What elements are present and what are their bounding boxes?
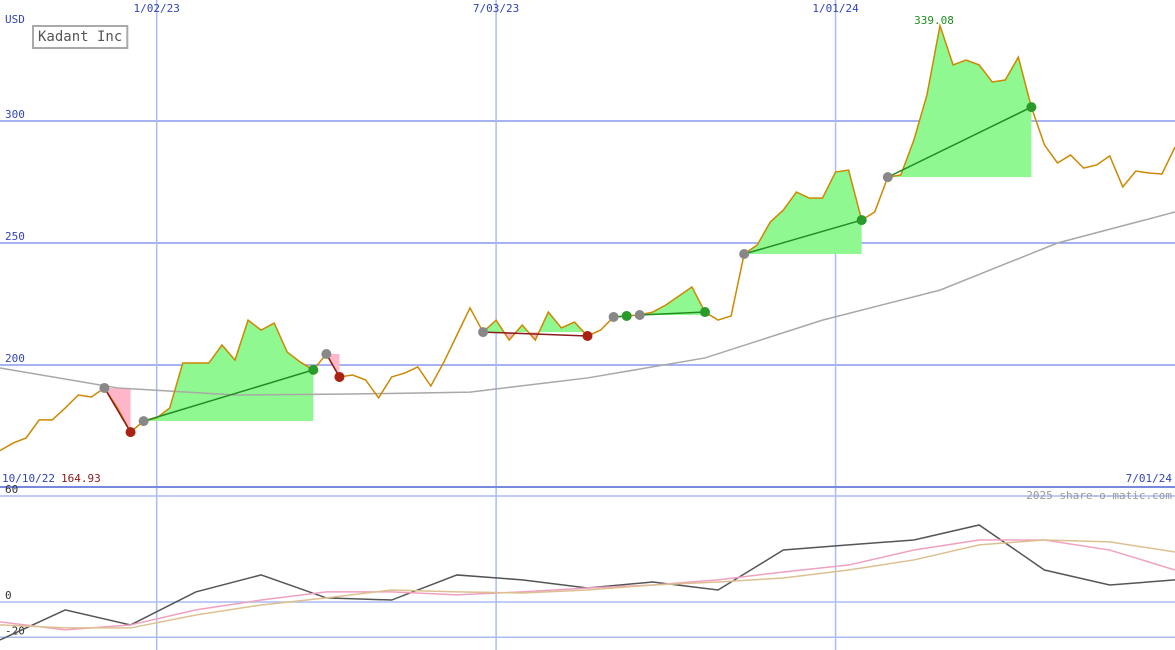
trade-line bbox=[103, 387, 132, 433]
trade-entry bbox=[608, 311, 619, 322]
trade-gain-area bbox=[744, 170, 862, 254]
x-tick-label: 1/01/24 bbox=[812, 2, 859, 15]
chart-title: Kadant Inc bbox=[38, 29, 122, 45]
trade-entry bbox=[739, 248, 750, 259]
trade-entry bbox=[99, 382, 110, 393]
start-date-label: 10/10/22 bbox=[2, 472, 55, 485]
trade-exit bbox=[621, 310, 632, 321]
moving-average-line bbox=[0, 211, 1175, 396]
trade-line bbox=[887, 106, 1032, 178]
trade-exit bbox=[856, 215, 867, 226]
trade-exit bbox=[582, 330, 593, 341]
trade-line bbox=[143, 369, 314, 422]
trade-gain-area bbox=[483, 312, 588, 333]
y-tick-label: -20 bbox=[5, 624, 25, 637]
trade-entry bbox=[321, 349, 332, 360]
y-tick-label: 200 bbox=[5, 352, 25, 365]
title-box bbox=[32, 25, 129, 49]
trade-line bbox=[483, 331, 588, 337]
trade-loss-area bbox=[483, 332, 588, 341]
trade-exit bbox=[125, 427, 136, 438]
trade-exit bbox=[1026, 102, 1037, 113]
end-date-label: 7/01/24 bbox=[1126, 472, 1173, 485]
trade-line bbox=[639, 311, 706, 316]
trade-exit bbox=[700, 307, 710, 318]
trade-gain-area bbox=[143, 320, 314, 422]
trade-loss-area bbox=[104, 387, 131, 433]
watermark: 2025 share-o-matic.com bbox=[1026, 489, 1172, 502]
y-axis-label: USD bbox=[5, 13, 25, 26]
trade-entry bbox=[634, 309, 645, 320]
y-tick-label: 300 bbox=[5, 108, 25, 121]
x-tick-label: 7/03/23 bbox=[473, 2, 519, 15]
trade-line bbox=[743, 219, 862, 255]
y-tick-label: 60 bbox=[5, 483, 18, 496]
y-tick-label: 0 bbox=[5, 589, 12, 602]
trade-exit bbox=[308, 364, 319, 375]
high-label: 339.08 bbox=[914, 14, 954, 27]
trade-entry bbox=[478, 327, 489, 338]
trade-exit bbox=[334, 371, 345, 382]
trade-entry bbox=[882, 172, 893, 183]
y-tick-label: 250 bbox=[5, 230, 25, 243]
trade-gain-area bbox=[887, 25, 1032, 178]
trade-entry bbox=[138, 416, 149, 427]
indicator-line bbox=[0, 539, 1175, 629]
indicator-line bbox=[0, 539, 1175, 631]
x-tick-label: 1/02/23 bbox=[133, 2, 179, 15]
low-label: 164.93 bbox=[61, 472, 101, 485]
